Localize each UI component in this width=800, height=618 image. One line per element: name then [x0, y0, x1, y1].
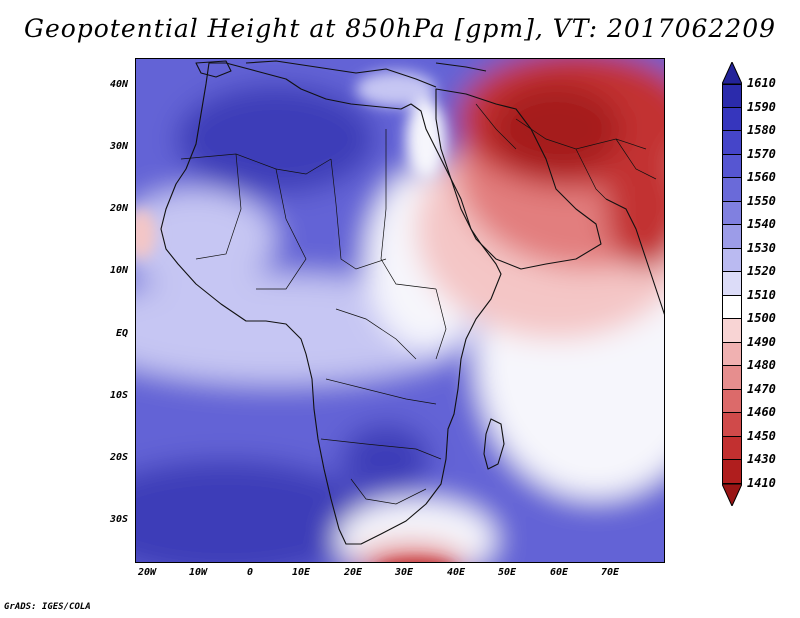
field-south-deep: [136, 459, 376, 562]
field-darkest: [491, 84, 621, 174]
colorbar-tick-label: 1490: [747, 334, 776, 349]
iberia: [195, 60, 232, 78]
colorbar-tick-label: 1530: [747, 240, 776, 255]
border-13: [615, 138, 657, 180]
colorbar-cell: [722, 84, 742, 108]
africa-coastline: [160, 62, 502, 545]
colorbar-cell: [722, 178, 742, 202]
colorbar-tick-label: 1460: [747, 405, 776, 419]
colorbar-cell: [722, 436, 742, 460]
colorbar-bottom-arrow: [722, 483, 742, 506]
colorbar-tick-label: 1480: [747, 358, 776, 372]
lon-tick-label: 20W: [137, 567, 157, 578]
colorbar-tick-label: 1610: [747, 76, 776, 90]
colorbar-tick-label: 1500: [747, 311, 776, 325]
colorbar-cell: [722, 201, 742, 225]
colorbar-tick-label: 1510: [747, 287, 776, 302]
colorbar-tick-label: 1590: [747, 99, 776, 114]
colorbar-cell: [722, 460, 742, 484]
colorbar-cell: [722, 272, 742, 296]
colorbar-cell: [722, 154, 742, 178]
border-12: [575, 148, 607, 200]
border-9: [350, 478, 427, 505]
colorbar-tick-label: 1450: [747, 428, 776, 443]
chart-title: Geopotential Height at 850hPa [gpm], VT:…: [23, 14, 777, 43]
colorbar-tick-label: 1520: [747, 264, 776, 278]
colorbar-tick-label: 1410: [747, 475, 776, 490]
colorbar-cell: [722, 319, 742, 343]
colorbar-tick-label: 1560: [747, 170, 776, 184]
field-west-coast-pale: [136, 209, 156, 259]
lat-tick-label: 10N: [109, 265, 128, 276]
arabia-coastline: [435, 88, 602, 270]
field-sahel-pale: [136, 189, 276, 289]
colorbar-tick-label: 1570: [747, 146, 776, 161]
colorbar-cell: [722, 366, 742, 390]
field-sahara-low: [176, 84, 376, 194]
colorbar-cell: [722, 225, 742, 249]
colorbar-tick-label: 1580: [747, 123, 776, 137]
field-cape-red: [356, 544, 466, 562]
black-sea: [435, 62, 487, 72]
lon-tick-label: 0: [246, 567, 254, 578]
lat-tick-label: EQ: [115, 328, 128, 339]
colorbar-cell: [722, 295, 742, 319]
grads-credit: GrADS: IGES/COLA: [4, 602, 91, 612]
colorbar-tick-label: 1470: [747, 381, 776, 396]
lon-tick-label: 70E: [600, 567, 620, 578]
border-4: [330, 158, 387, 270]
border-5: [380, 129, 437, 290]
colorbar-top-arrow: [722, 62, 742, 84]
colorbar-tick-label: 1430: [747, 452, 776, 466]
lat-tick-label: 20S: [109, 452, 128, 463]
colorbar-cell: [722, 107, 742, 131]
geopotential-map: [136, 59, 664, 562]
lat-tick-label: 40N: [109, 79, 128, 90]
field-capesouth: [389, 559, 443, 562]
map-plot: [135, 58, 665, 563]
border-7: [325, 378, 437, 405]
lon-tick-label: 40E: [446, 567, 466, 578]
border-3: [256, 168, 307, 290]
border-14: [475, 103, 517, 150]
lat-tick-label: 30S: [109, 514, 128, 525]
colorbar-cell: [722, 131, 742, 155]
europe-coast: [245, 60, 437, 88]
lat-tick-label: 30N: [109, 141, 128, 152]
field-sinai-white: [406, 99, 446, 179]
india-coast: [605, 198, 664, 315]
border-8: [320, 438, 442, 460]
border-6: [335, 308, 417, 360]
lon-tick-label: 10W: [188, 567, 208, 578]
colorbar-cell: [722, 413, 742, 437]
lat-tick-label: 20N: [109, 203, 128, 214]
border-2: [195, 153, 242, 260]
field-cape-white: [336, 499, 496, 562]
lon-tick-label: 60E: [549, 567, 569, 578]
lat-tick-label: 10S: [109, 390, 128, 401]
colorbar-cell: [722, 248, 742, 272]
lon-tick-label: 10E: [291, 567, 311, 578]
colorbar-cell: [722, 389, 742, 413]
lon-tick-label: 20E: [343, 567, 363, 578]
field-med-pale: [356, 71, 436, 107]
lon-tick-label: 30E: [394, 567, 414, 578]
colorbar-tick-label: 1550: [747, 193, 776, 208]
field-kalahari: [341, 424, 431, 494]
field-pakistan: [606, 149, 664, 269]
colorbar-cell: [722, 342, 742, 366]
colorbar-tick-label: 1540: [747, 217, 776, 231]
madagascar: [483, 418, 505, 470]
lon-tick-label: 50E: [497, 567, 517, 578]
border-10: [435, 288, 447, 360]
